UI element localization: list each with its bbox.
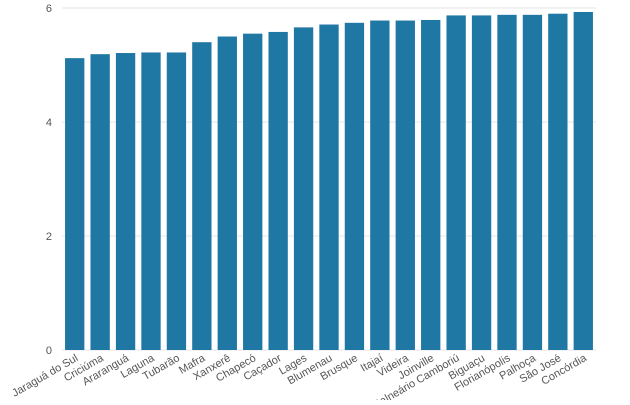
bar[interactable]: Palhoça: 5.88 [522, 14, 543, 351]
bar[interactable]: Mafra: 5.4 [192, 42, 212, 350]
bar[interactable]: São José: 5.9 [548, 13, 568, 350]
bar[interactable]: Joinville: 5.79 [421, 19, 441, 350]
bar[interactable]: Itajaí: 5.78 [370, 20, 390, 350]
y-axis: 0 2 4 6 [46, 3, 52, 357]
bar[interactable]: Florianópolis: 5.88 [497, 14, 517, 351]
bar[interactable]: Blumenau: 5.71 [319, 24, 339, 351]
bar[interactable]: Araranguá: 5.21 [115, 53, 136, 350]
bar[interactable]: Balneário Camboriú: 5.87 [446, 15, 466, 350]
y-tick-label: 2 [46, 231, 52, 243]
bar[interactable]: Chapecó: 5.55 [243, 33, 263, 351]
x-axis: Jaraguá do SulCriciúmaAraranguáLagunaTub… [10, 352, 589, 405]
y-tick-label: 6 [46, 3, 52, 15]
bar[interactable]: Caçador: 5.58 [268, 31, 288, 350]
bar[interactable]: Concórdia: 5.93 [573, 11, 593, 351]
bars-layer: Jaraguá do Sul: 5.12Criciúma: 5.19Araran… [65, 11, 593, 351]
bar[interactable]: Laguna: 5.22 [141, 52, 161, 351]
bar[interactable]: Xanxerê: 5.5 [217, 36, 237, 351]
y-tick-label: 4 [46, 117, 52, 129]
bar[interactable]: Criciúma: 5.19 [90, 54, 110, 351]
bar[interactable]: Tubarão: 5.22 [166, 52, 187, 351]
bar[interactable]: Biguaçu: 5.87 [471, 15, 492, 350]
y-tick-label: 0 [46, 345, 52, 357]
bar[interactable]: Brusque: 5.74 [344, 22, 365, 350]
bar[interactable]: Videira: 5.78 [395, 20, 415, 350]
bar[interactable]: Jaraguá do Sul: 5.12 [65, 58, 85, 350]
bar[interactable]: Lages: 5.66 [293, 27, 314, 350]
